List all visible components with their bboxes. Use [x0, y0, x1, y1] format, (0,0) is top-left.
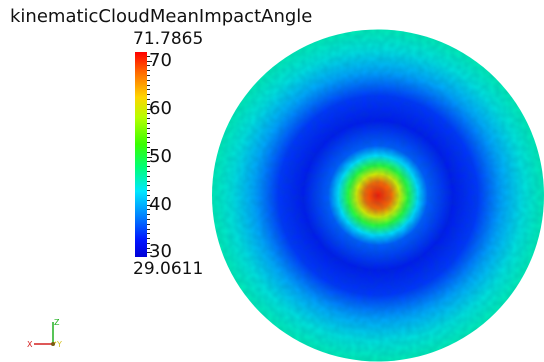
minor-tick — [147, 194, 150, 196]
minor-tick — [147, 84, 150, 86]
major-tick — [147, 252, 152, 254]
minor-tick — [147, 233, 150, 235]
minor-tick — [147, 118, 150, 120]
minor-tick — [147, 209, 150, 211]
y-axis-label: Y — [56, 340, 62, 349]
minor-tick — [147, 103, 150, 105]
minor-tick — [147, 137, 150, 139]
minor-tick — [147, 55, 150, 57]
orientation-axes: X Y Z — [27, 318, 62, 349]
minor-tick — [147, 166, 150, 168]
tick-label-30: 30 — [149, 241, 172, 263]
scalar-bar-ticks — [147, 52, 152, 257]
minor-tick — [147, 113, 150, 115]
x-axis-label: X — [27, 340, 33, 349]
minor-tick — [147, 223, 150, 225]
minor-tick — [147, 132, 150, 134]
minor-tick — [147, 170, 150, 172]
minor-tick — [147, 94, 150, 96]
major-tick — [147, 204, 152, 206]
minor-tick — [147, 122, 150, 124]
minor-tick — [147, 89, 150, 91]
minor-tick — [147, 142, 150, 144]
axes-origin — [51, 342, 55, 346]
minor-tick — [147, 190, 150, 192]
minor-tick — [147, 127, 150, 129]
minor-tick — [147, 161, 150, 163]
minor-tick — [147, 180, 150, 182]
major-tick — [147, 60, 152, 62]
minor-tick — [147, 238, 150, 240]
minor-tick — [147, 228, 150, 230]
minor-tick — [147, 199, 150, 201]
scalar-bar-min-label: 29.0611 — [133, 259, 204, 279]
minor-tick — [147, 175, 150, 177]
tick-label-40: 40 — [149, 193, 172, 215]
tick-label-70: 70 — [149, 49, 172, 71]
scalar-bar-colorbar[interactable] — [135, 52, 147, 257]
major-tick — [147, 156, 152, 158]
z-axis-label: Z — [54, 318, 60, 327]
minor-tick — [147, 242, 150, 244]
minor-tick — [147, 214, 150, 216]
minor-tick — [147, 146, 150, 148]
minor-tick — [147, 98, 150, 100]
minor-tick — [147, 218, 150, 220]
minor-tick — [147, 65, 150, 67]
minor-tick — [147, 74, 150, 76]
minor-tick — [147, 151, 150, 153]
minor-tick — [147, 185, 150, 187]
minor-tick — [147, 79, 150, 81]
scalar-bar-max-label: 71.7865 — [133, 29, 204, 49]
minor-tick — [147, 70, 150, 72]
major-tick — [147, 108, 152, 110]
mesh-noise-overlay — [212, 29, 544, 362]
tick-label-50: 50 — [149, 145, 172, 167]
scalar-bar-title: kinematicCloudMeanImpactAngle — [10, 6, 313, 27]
minor-tick — [147, 247, 150, 249]
tick-label-60: 60 — [149, 97, 172, 119]
render-viewport[interactable] — [212, 29, 544, 362]
